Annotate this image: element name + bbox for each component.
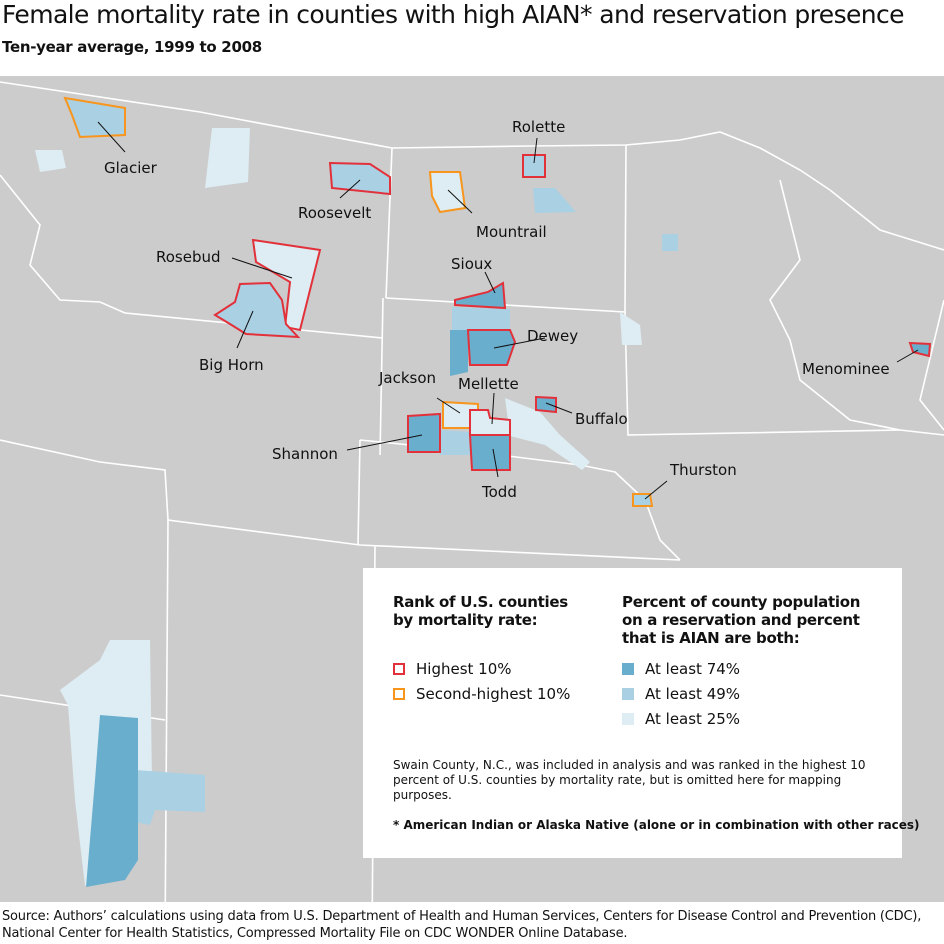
- chart-title: Female mortality rate in counties with h…: [2, 0, 905, 29]
- legend-label: At least 25%: [645, 710, 741, 728]
- county-unlabeled: [135, 770, 205, 825]
- county-unlabeled: [205, 128, 250, 188]
- county-unlabeled: [505, 398, 590, 470]
- county-roosevelt: [328, 161, 391, 196]
- county-unlabeled: [533, 188, 576, 213]
- county-unlabeled: [440, 430, 470, 455]
- legend-item-second-highest: Second-highest 10%: [393, 685, 570, 703]
- chart-subtitle: Ten-year average, 1999 to 2008: [2, 38, 262, 56]
- county-dewey: [466, 329, 517, 366]
- mid-blue-swatch: [622, 688, 634, 700]
- label-roosevelt: Roosevelt: [298, 204, 371, 222]
- county-unlabeled: [662, 234, 678, 251]
- county-sioux: [454, 281, 507, 310]
- county-unlabeled: [620, 312, 642, 345]
- legend: Rank of U.S. counties by mortality rate:…: [363, 568, 920, 858]
- legend-label: Second-highest 10%: [416, 685, 571, 703]
- label-todd: Todd: [481, 483, 517, 501]
- label-thurston: Thurston: [669, 461, 737, 479]
- label-menominee: Menominee: [802, 360, 890, 378]
- county-mountrail: [428, 171, 467, 214]
- label-mellette: Mellette: [458, 375, 519, 393]
- county-todd: [468, 434, 511, 471]
- county-menominee: [908, 341, 932, 358]
- legend-item-25: At least 25%: [622, 710, 740, 728]
- label-rolette: Rolette: [512, 118, 565, 136]
- legend-rank-heading: Rank of U.S. counties by mortality rate:: [393, 593, 568, 629]
- county-unlabeled: [452, 307, 510, 330]
- county-labels: Glacier Rolette Roosevelt Mountrail Rose…: [104, 118, 890, 501]
- legend-item-highest: Highest 10%: [393, 660, 512, 678]
- legend-item-49: At least 49%: [622, 685, 740, 703]
- county-big-horn: [213, 281, 301, 339]
- label-dewey: Dewey: [527, 327, 578, 345]
- county-unlabeled: [86, 715, 138, 887]
- legend-label: At least 49%: [645, 685, 741, 703]
- orange-outline-swatch: [393, 688, 405, 700]
- legend-footnote: * American Indian or Alaska Native (alon…: [393, 818, 920, 832]
- red-outline-swatch: [393, 663, 405, 675]
- legend-item-74: At least 74%: [622, 660, 740, 678]
- label-big-horn: Big Horn: [199, 356, 264, 374]
- legend-note: Swain County, N.C., was included in anal…: [393, 758, 866, 802]
- counties: [35, 96, 932, 887]
- label-shannon: Shannon: [272, 445, 338, 463]
- legend-share-heading: Percent of county population on a reserv…: [622, 593, 861, 647]
- dark-blue-swatch: [622, 663, 634, 675]
- county-glacier: [63, 96, 126, 139]
- label-rosebud: Rosebud: [156, 248, 221, 266]
- county-unlabeled: [450, 330, 468, 376]
- label-jackson: Jackson: [378, 369, 436, 387]
- county-buffalo: [535, 395, 557, 414]
- label-buffalo: Buffalo: [575, 410, 628, 428]
- leader-lines: [97, 121, 919, 500]
- legend-label: Highest 10%: [416, 660, 512, 678]
- county-unlabeled: [35, 150, 66, 172]
- label-glacier: Glacier: [104, 159, 158, 177]
- county-shannon: [407, 412, 441, 453]
- source-note: Source: Authors’ calculations using data…: [2, 909, 922, 941]
- legend-label: At least 74%: [645, 660, 741, 678]
- label-sioux: Sioux: [451, 255, 492, 273]
- light-blue-swatch: [622, 713, 634, 725]
- label-mountrail: Mountrail: [476, 223, 547, 241]
- county-rolette: [522, 154, 546, 178]
